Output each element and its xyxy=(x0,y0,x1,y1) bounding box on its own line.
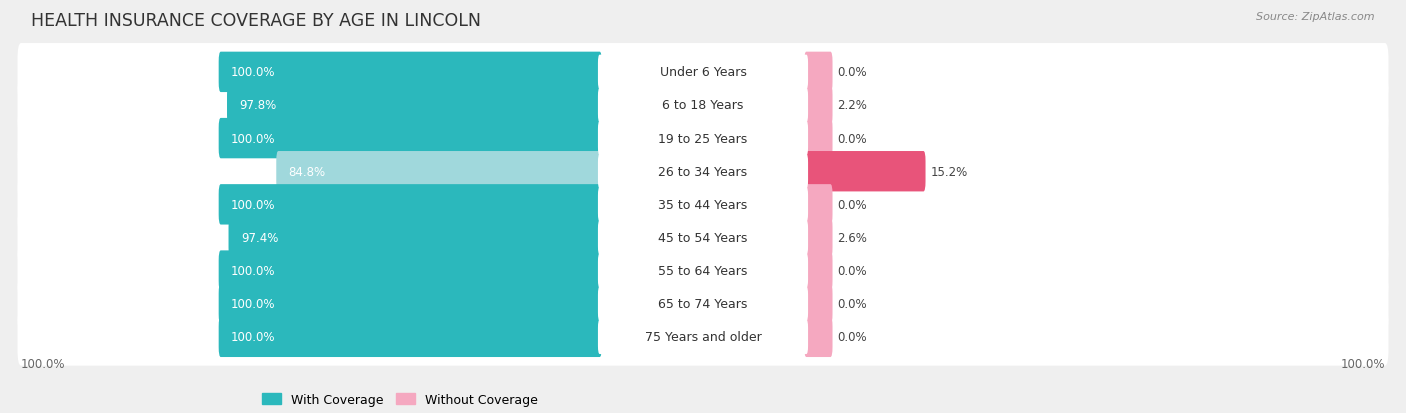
FancyBboxPatch shape xyxy=(598,55,808,90)
FancyBboxPatch shape xyxy=(17,143,1389,201)
FancyBboxPatch shape xyxy=(276,152,602,192)
FancyBboxPatch shape xyxy=(804,251,832,291)
FancyBboxPatch shape xyxy=(229,218,602,258)
FancyBboxPatch shape xyxy=(219,251,602,291)
Text: 0.0%: 0.0% xyxy=(838,132,868,145)
FancyBboxPatch shape xyxy=(804,185,832,225)
FancyBboxPatch shape xyxy=(598,287,808,321)
FancyBboxPatch shape xyxy=(598,221,808,255)
FancyBboxPatch shape xyxy=(804,119,832,159)
Text: 0.0%: 0.0% xyxy=(838,264,868,278)
FancyBboxPatch shape xyxy=(804,85,832,126)
Text: 2.2%: 2.2% xyxy=(838,99,868,112)
FancyBboxPatch shape xyxy=(598,320,808,354)
FancyBboxPatch shape xyxy=(804,317,832,357)
FancyBboxPatch shape xyxy=(219,119,602,159)
Text: 35 to 44 Years: 35 to 44 Years xyxy=(658,198,748,211)
FancyBboxPatch shape xyxy=(17,308,1389,366)
FancyBboxPatch shape xyxy=(598,254,808,288)
FancyBboxPatch shape xyxy=(598,121,808,156)
Text: 19 to 25 Years: 19 to 25 Years xyxy=(658,132,748,145)
Text: 100.0%: 100.0% xyxy=(231,132,276,145)
FancyBboxPatch shape xyxy=(17,242,1389,300)
Text: 100.0%: 100.0% xyxy=(21,357,66,370)
FancyBboxPatch shape xyxy=(219,185,602,225)
FancyBboxPatch shape xyxy=(17,275,1389,333)
Text: 65 to 74 Years: 65 to 74 Years xyxy=(658,297,748,311)
FancyBboxPatch shape xyxy=(804,218,832,258)
FancyBboxPatch shape xyxy=(219,317,602,357)
Text: 97.8%: 97.8% xyxy=(239,99,277,112)
FancyBboxPatch shape xyxy=(17,44,1389,102)
Text: 100.0%: 100.0% xyxy=(231,264,276,278)
Text: 97.4%: 97.4% xyxy=(240,231,278,244)
FancyBboxPatch shape xyxy=(804,152,925,192)
Text: 0.0%: 0.0% xyxy=(838,198,868,211)
Text: 75 Years and older: 75 Years and older xyxy=(644,330,762,344)
Legend: With Coverage, Without Coverage: With Coverage, Without Coverage xyxy=(257,388,543,411)
Text: Under 6 Years: Under 6 Years xyxy=(659,66,747,79)
Text: 0.0%: 0.0% xyxy=(838,66,868,79)
FancyBboxPatch shape xyxy=(219,52,602,93)
Text: 100.0%: 100.0% xyxy=(231,297,276,311)
Text: 100.0%: 100.0% xyxy=(231,330,276,344)
FancyBboxPatch shape xyxy=(17,176,1389,234)
Text: 15.2%: 15.2% xyxy=(931,165,967,178)
FancyBboxPatch shape xyxy=(598,88,808,123)
Text: Source: ZipAtlas.com: Source: ZipAtlas.com xyxy=(1257,12,1375,22)
FancyBboxPatch shape xyxy=(598,188,808,222)
Text: 26 to 34 Years: 26 to 34 Years xyxy=(658,165,748,178)
Text: 100.0%: 100.0% xyxy=(231,66,276,79)
FancyBboxPatch shape xyxy=(804,52,832,93)
FancyBboxPatch shape xyxy=(17,77,1389,135)
Text: 45 to 54 Years: 45 to 54 Years xyxy=(658,231,748,244)
FancyBboxPatch shape xyxy=(17,209,1389,267)
Text: 100.0%: 100.0% xyxy=(231,198,276,211)
FancyBboxPatch shape xyxy=(598,154,808,189)
FancyBboxPatch shape xyxy=(219,284,602,324)
FancyBboxPatch shape xyxy=(804,284,832,324)
FancyBboxPatch shape xyxy=(226,85,602,126)
Text: 55 to 64 Years: 55 to 64 Years xyxy=(658,264,748,278)
FancyBboxPatch shape xyxy=(17,110,1389,168)
Text: 100.0%: 100.0% xyxy=(1340,357,1385,370)
Text: 6 to 18 Years: 6 to 18 Years xyxy=(662,99,744,112)
Text: 2.6%: 2.6% xyxy=(838,231,868,244)
Text: 84.8%: 84.8% xyxy=(288,165,326,178)
Text: 0.0%: 0.0% xyxy=(838,330,868,344)
Text: HEALTH INSURANCE COVERAGE BY AGE IN LINCOLN: HEALTH INSURANCE COVERAGE BY AGE IN LINC… xyxy=(31,12,481,30)
Text: 0.0%: 0.0% xyxy=(838,297,868,311)
